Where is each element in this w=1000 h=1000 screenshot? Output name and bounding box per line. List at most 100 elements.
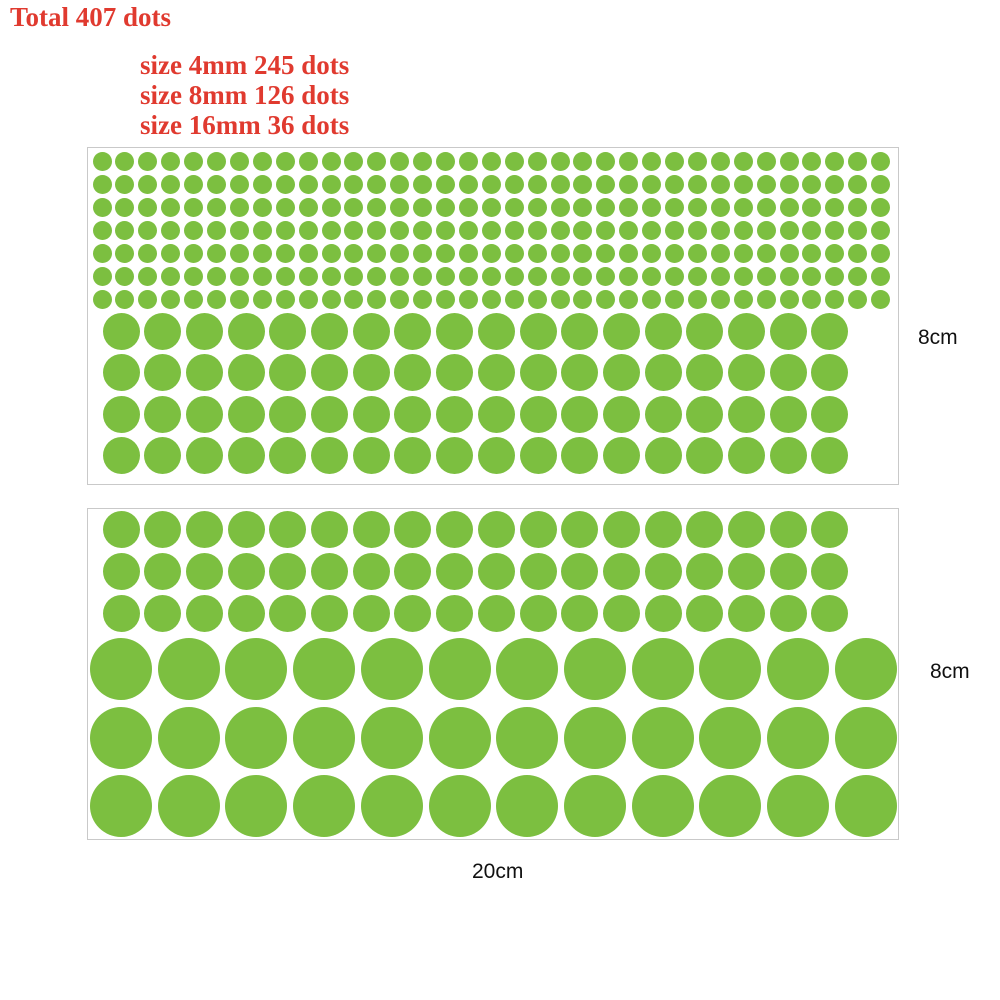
dot-4mm [367, 197, 387, 217]
dot-4mm [458, 220, 478, 240]
dot-8mm [144, 594, 182, 632]
dot-4mm [390, 243, 410, 263]
dot-8mm [144, 437, 182, 474]
dot-4mm [458, 267, 478, 286]
dot-16mm [293, 706, 356, 769]
dot-4mm [687, 290, 707, 310]
dot-8mm [436, 552, 474, 590]
dot-4mm [184, 290, 204, 310]
dot-16mm [699, 706, 762, 769]
dot-8mm [436, 354, 474, 391]
sticker-sheet-2 [87, 508, 899, 840]
dot-4mm [848, 197, 868, 217]
dot-8mm [227, 510, 265, 548]
dot-16mm [157, 638, 220, 700]
size-16mm-label: size 16mm 36 dots [140, 110, 350, 140]
dot-4mm [92, 290, 112, 310]
dot-4mm [207, 220, 226, 240]
dot-4mm [161, 174, 181, 194]
dot-16mm [293, 775, 356, 837]
dot-4mm [848, 267, 868, 286]
dot-4mm [596, 290, 616, 310]
dot-8mm [519, 552, 557, 590]
dot-16mm [563, 638, 626, 700]
dot-4mm [527, 290, 547, 310]
dot-4mm [436, 151, 455, 171]
dot-4mm [550, 267, 570, 286]
dot-4mm [115, 151, 135, 171]
dot-4mm [710, 267, 730, 286]
dot-4mm [298, 197, 318, 217]
dot-4mm [710, 197, 730, 217]
dot-4mm [367, 267, 387, 286]
dot-4mm [665, 197, 684, 217]
dot-8mm [269, 354, 307, 391]
dot-4mm [802, 220, 822, 240]
dot-8mm [686, 437, 724, 474]
dot-4mm [92, 151, 112, 171]
dot-4mm [802, 197, 822, 217]
dot-16mm [496, 775, 559, 837]
dot-4mm [207, 290, 226, 310]
dot-4mm [527, 220, 547, 240]
dot-8mm [728, 510, 765, 548]
dot-4mm [115, 174, 135, 194]
dot-16mm [360, 706, 423, 769]
dot-4mm [413, 174, 433, 194]
dot-4mm [321, 197, 341, 217]
dot-4mm [573, 174, 593, 194]
dot-8mm [185, 395, 223, 433]
dot-4mm [825, 174, 845, 194]
dot-4mm [619, 220, 639, 240]
dot-4mm [481, 220, 501, 240]
dot-4mm [802, 267, 822, 286]
dot-4mm [115, 197, 135, 217]
dot-4mm [710, 174, 730, 194]
dot-8mm [728, 312, 765, 350]
dot-4mm [436, 243, 455, 263]
dot-8mm [102, 312, 140, 350]
dot-16mm [360, 775, 423, 837]
dot-8mm [811, 437, 849, 474]
dot-4mm [390, 174, 410, 194]
dot-4mm [207, 151, 226, 171]
dot-4mm [596, 174, 616, 194]
dot-4mm [207, 174, 226, 194]
dot-4mm [550, 243, 570, 263]
dot-4mm [642, 290, 662, 310]
dot-4mm [642, 267, 662, 286]
dot-8mm [602, 354, 640, 391]
dot-4mm [687, 267, 707, 286]
dot-4mm [504, 151, 524, 171]
dot-4mm [733, 220, 753, 240]
dot-8mm [269, 594, 307, 632]
dot-4mm [779, 151, 799, 171]
dot-4mm [481, 151, 501, 171]
dot-4mm [229, 243, 249, 263]
dot-4mm [665, 267, 684, 286]
dot-4mm [321, 174, 341, 194]
dot-4mm [275, 220, 295, 240]
dot-8mm [311, 395, 348, 433]
dot-16mm [767, 638, 829, 700]
dot-8mm [477, 594, 515, 632]
dot-4mm [115, 243, 135, 263]
dot-8mm [769, 510, 807, 548]
dot-4mm [275, 243, 295, 263]
dot-4mm [596, 197, 616, 217]
dot-8mm [352, 552, 390, 590]
dot-4mm [825, 197, 845, 217]
dot-16mm [90, 775, 152, 837]
dot-4mm [733, 197, 753, 217]
dot-16mm [360, 638, 423, 700]
dot-8mm [352, 594, 390, 632]
dot-4mm [733, 243, 753, 263]
dot-4mm [504, 243, 524, 263]
dot-4mm [436, 220, 455, 240]
dot-8mm [728, 395, 765, 433]
dot-4mm [871, 151, 891, 171]
dot-8mm [519, 437, 557, 474]
dot-4mm [344, 174, 364, 194]
dot-4mm [802, 290, 822, 310]
dot-4mm [275, 151, 295, 171]
